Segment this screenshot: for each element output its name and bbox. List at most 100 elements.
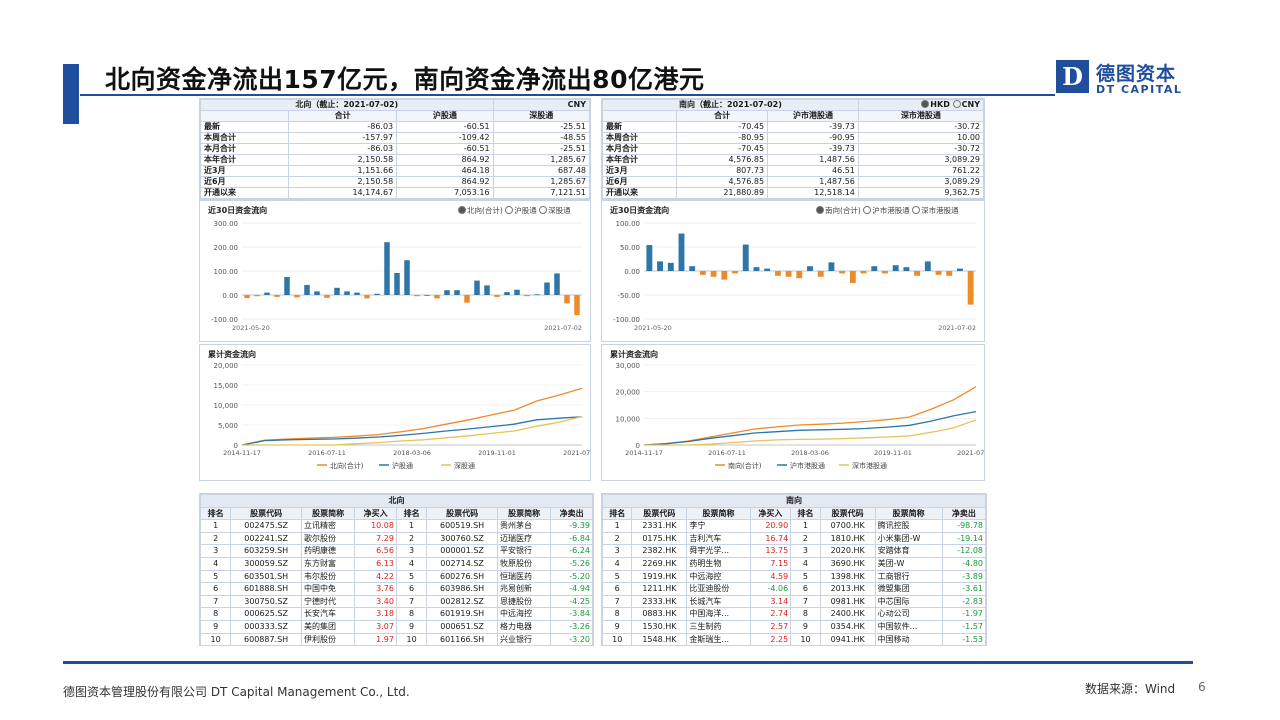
south_rank-header-cell: 排名 [790,506,821,521]
south_rank-cell: 1211.HK [631,582,688,596]
south_rank-cell: 3.14 [749,594,792,609]
currency-cny-label: CNY [961,100,980,109]
north_rank-cell: 10 [199,632,232,647]
x-tick-label: 2018-03-06 [791,449,829,457]
north_rank-cell: -5.26 [550,556,593,571]
legend-label: 深市港股通 [852,461,887,470]
south-summary-cell: -70.45 [676,143,769,155]
y-tick-label: 100.00 [616,220,641,228]
south_rank-cell: 5 [790,569,821,584]
series-line [644,419,977,446]
x-tick-label: 2021-07-02 [563,449,590,457]
south_rank-cell: 比亚迪股份 [686,582,751,596]
legend-north-sz: 深股通 [548,206,571,215]
south-summary-cell: 1,487.56 [767,176,859,188]
radio-cny-icon[interactable] [952,100,961,108]
logo-cn-text: 德图资本 [1096,63,1177,85]
north_rank-cell: -4.25 [550,594,593,609]
legend-label: 沪市港股通 [790,461,825,470]
south-summary-row: 本月合计 -70.45 -39.73 -30.72 [601,143,985,155]
south_rank-cell: 4 [790,556,821,571]
north-summary-row-label: 本周合计 [199,132,290,144]
bar [294,295,300,298]
north-summary-row-label: 本月合计 [199,143,290,155]
bar [354,292,360,295]
north_rank-cell: 兴业银行 [496,632,552,647]
y-tick-label: 0.00 [624,268,640,276]
north_rank-cell: 000651.SZ [426,619,498,634]
north_rank-cell: 6 [199,582,232,596]
radio-south-total-icon[interactable] [816,206,824,214]
bar [764,268,771,271]
radio-north-sh-icon[interactable] [505,206,514,214]
south-summary-cell: -80.95 [676,132,769,144]
legend-label: 南向(合计) [728,461,762,470]
bar [742,244,749,271]
south_rank-row: 8 0883.HK 中国海洋... 2.74 8 2400.HK 心动公司 -1.97 [601,607,987,621]
north_rank-cell: 8 [395,607,428,621]
north_rank-cell: 600276.SH [426,569,498,584]
logo-en-text: DT CAPITAL [1096,83,1183,96]
bar [839,271,846,274]
south-currency-toggle[interactable]: HKD CNY [857,99,985,111]
south_rank-header-cell: 股票代码 [819,506,876,521]
radio-north-total-icon[interactable] [458,206,466,214]
radio-north-sz-icon[interactable] [539,206,548,214]
north_rank-row: 6 601888.SH 中国中免 3.76 6 603986.SH 兆易创新 -4.94 [199,582,593,596]
north-summary-cell: 14,174.67 [288,187,398,199]
bar [554,273,560,295]
bar [646,245,653,271]
north_rank-cell: 立讯精密 [300,519,356,533]
bar [454,290,460,295]
north-summary-panel: 北向（截止：2021-07-02) CNY 合计 沪股通 深股通 最新 -86.0… [199,98,591,200]
radio-south-sh-icon[interactable] [863,206,872,214]
south_rank-cell: 小米集团-W [874,531,943,546]
south_rank-cell: 1548.HK [631,632,688,647]
north_rank-cell: 贵州茅台 [496,519,552,533]
south-summary-row-label: 近3月 [601,165,678,177]
north-daily-title: 近30日资金流向 [208,206,268,215]
north_rank-cell: 603986.SH [426,582,498,596]
south-summary-cell: 21,880.89 [676,187,769,199]
south_rank-cell: -12.08 [941,544,987,558]
north-summary-cell: -157.97 [288,132,398,144]
south_rank-cell: 7 [790,594,821,609]
north_rank-cell: 7 [199,594,232,609]
south_rank-cell: 4.59 [749,569,792,584]
bar [394,272,400,295]
bar [817,271,824,277]
y-tick-label: 15,000 [214,382,239,390]
radio-south-sz-icon[interactable] [912,206,921,214]
series-line [241,416,583,446]
south_rank-cell: 2400.HK [819,607,876,621]
south-summary-table: 南向（截止：2021-07-02) HKD CNY 合计 沪市港股通 深市港股通… [601,99,985,199]
x-tick-label: 2019-11-01 [478,449,516,457]
radio-hkd-icon[interactable] [921,100,930,108]
legend-label: 深股通 [454,461,475,470]
north-summary-cell: 864.92 [396,154,494,166]
bar [678,233,685,271]
south-summary-cell: 12,518.14 [767,187,859,199]
north_rank-header-cell: 股票简称 [300,506,356,521]
y-tick-label: 5,000 [218,422,238,430]
south_rank-cell: 长城汽车 [686,594,751,609]
north_rank-cell: 3.18 [354,607,397,621]
x-tick-label: 2021-07-02 [938,324,976,332]
y-tick-label: -50.00 [617,292,640,300]
bar [710,271,717,277]
north_rank-cell: 8 [199,607,232,621]
south-summary-row: 本年合计 4,576.85 1,487.56 3,089.29 [601,154,985,166]
south_rank-row: 3 2382.HK 舜宇光学... 13.75 3 2020.HK 安踏体育 -12.08 [601,544,987,558]
north_rank-header-cell: 净买入 [354,506,397,521]
north-summary-cell: 464.18 [396,165,494,177]
south-summary-caption: 南向（截止：2021-07-02) [602,99,859,111]
north-summary-cell: 2,150.58 [288,154,398,166]
y-tick-label: 200.00 [214,244,239,252]
north-header-blank [199,110,290,122]
y-tick-label: 10,000 [214,402,239,410]
north_rank-row: 8 000625.SZ 长安汽车 3.18 8 601919.SH 中远海控 -3.84 [199,607,593,621]
bar [364,295,370,299]
south-summary-row-label: 开通以来 [601,187,678,199]
north-summary-cell: -25.51 [492,143,591,155]
